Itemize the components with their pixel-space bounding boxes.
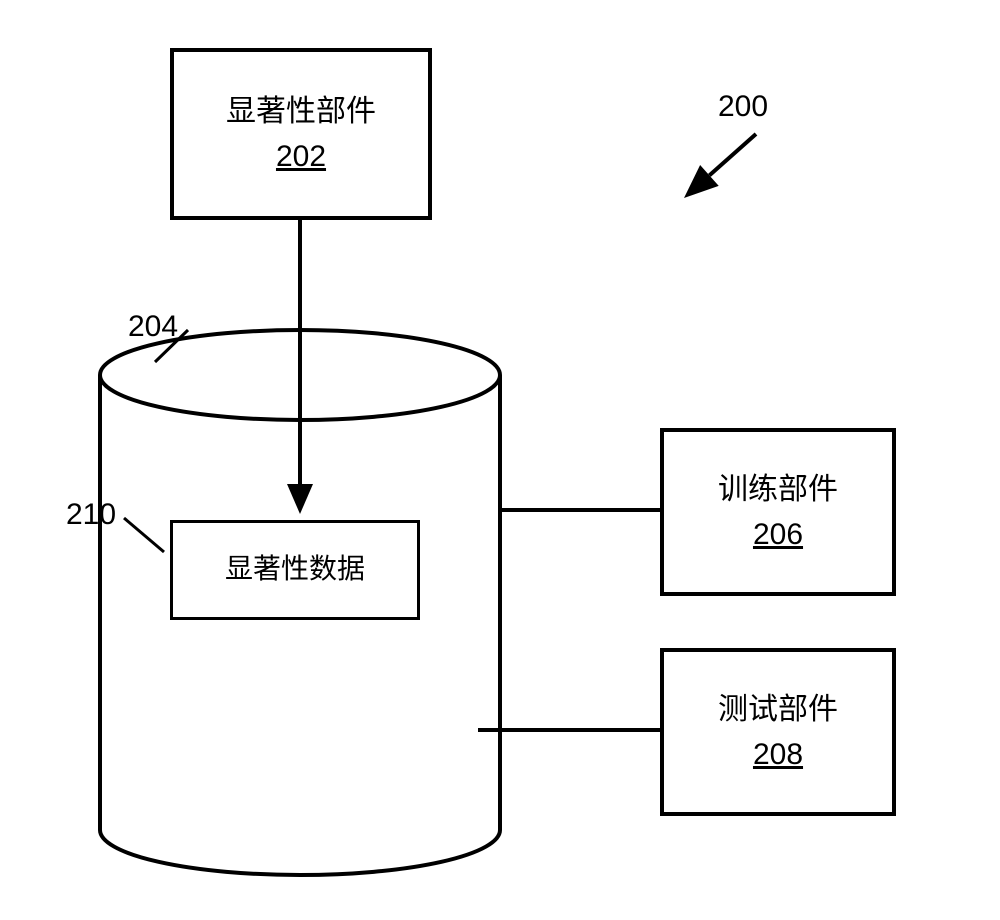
diagram-canvas: 显著性部件 202 显著性数据 训练部件 206 测试部件 208 200 20… — [0, 0, 1000, 920]
test-component-box: 测试部件 208 — [660, 648, 896, 816]
cylinder-ref-label: 204 — [128, 310, 178, 344]
train-component-title: 训练部件 — [718, 472, 838, 508]
saliency-component-box: 显著性部件 202 — [170, 48, 432, 220]
saliency-component-ref: 202 — [276, 140, 326, 174]
system-ref-label: 200 — [718, 90, 768, 124]
saliency-component-title: 显著性部件 — [226, 94, 376, 130]
saliency-data-title: 显著性数据 — [225, 553, 365, 587]
test-component-title: 测试部件 — [718, 692, 838, 728]
data-ref-label: 210 — [66, 498, 116, 532]
saliency-data-box: 显著性数据 — [170, 520, 420, 620]
test-component-ref: 208 — [753, 738, 803, 772]
train-component-ref: 206 — [753, 518, 803, 552]
train-component-box: 训练部件 206 — [660, 428, 896, 596]
